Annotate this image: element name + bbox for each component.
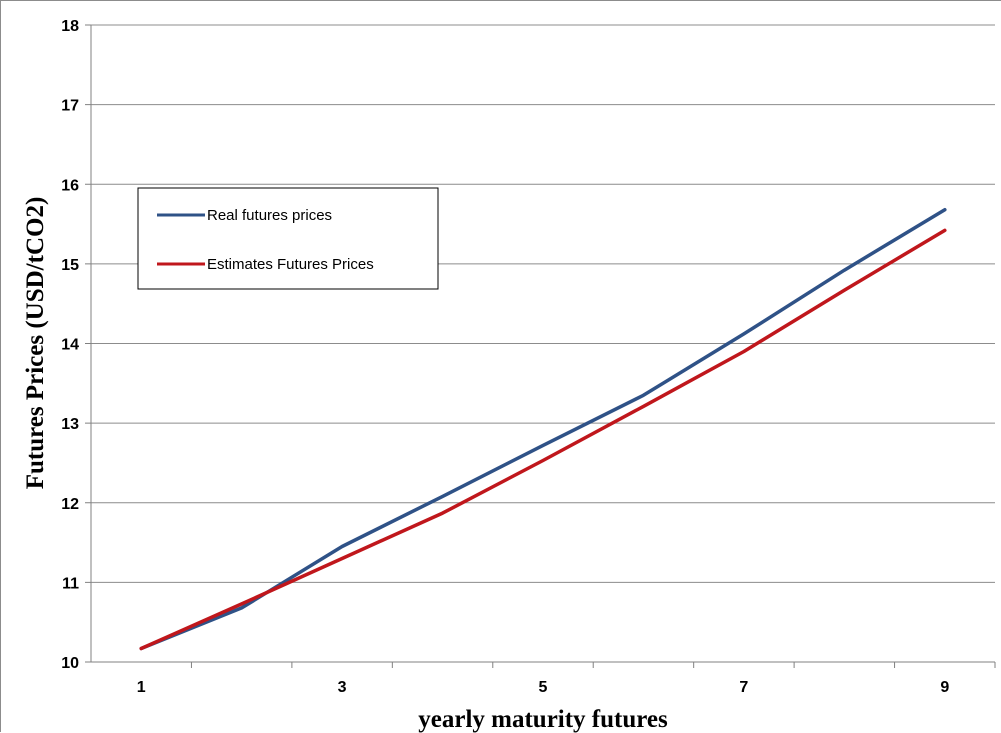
legend-label-estimates: Estimates Futures Prices (207, 256, 374, 273)
x-axis-title: yearly maturity futures (418, 706, 668, 733)
y-tick-label: 13 (61, 416, 79, 433)
y-tick-label: 15 (61, 257, 79, 274)
y-tick-label: 16 (61, 177, 79, 194)
gridlines (91, 24, 995, 583)
y-tick-label: 10 (61, 655, 79, 672)
x-tick-label: 5 (539, 679, 548, 696)
legend: Real futures prices Estimates Futures Pr… (137, 187, 439, 290)
y-tick-label: 17 (61, 98, 79, 115)
y-tick-label: 12 (61, 496, 79, 513)
x-tick-label: 1 (137, 679, 146, 696)
series-line-estimates (139, 228, 947, 651)
series-lines (139, 207, 947, 651)
legend-box (137, 187, 439, 290)
x-tick-label: 3 (338, 679, 347, 696)
y-axis-title: Futures Prices (USD/tCO2) (22, 197, 49, 490)
legend-label-real: Real futures prices (207, 207, 332, 224)
y-tick-label: 11 (62, 575, 79, 592)
y-tick-label: 14 (61, 337, 79, 354)
x-tick-label: 7 (739, 679, 748, 696)
x-tick-label: 9 (940, 679, 949, 696)
y-tick-label: 18 (61, 18, 79, 35)
